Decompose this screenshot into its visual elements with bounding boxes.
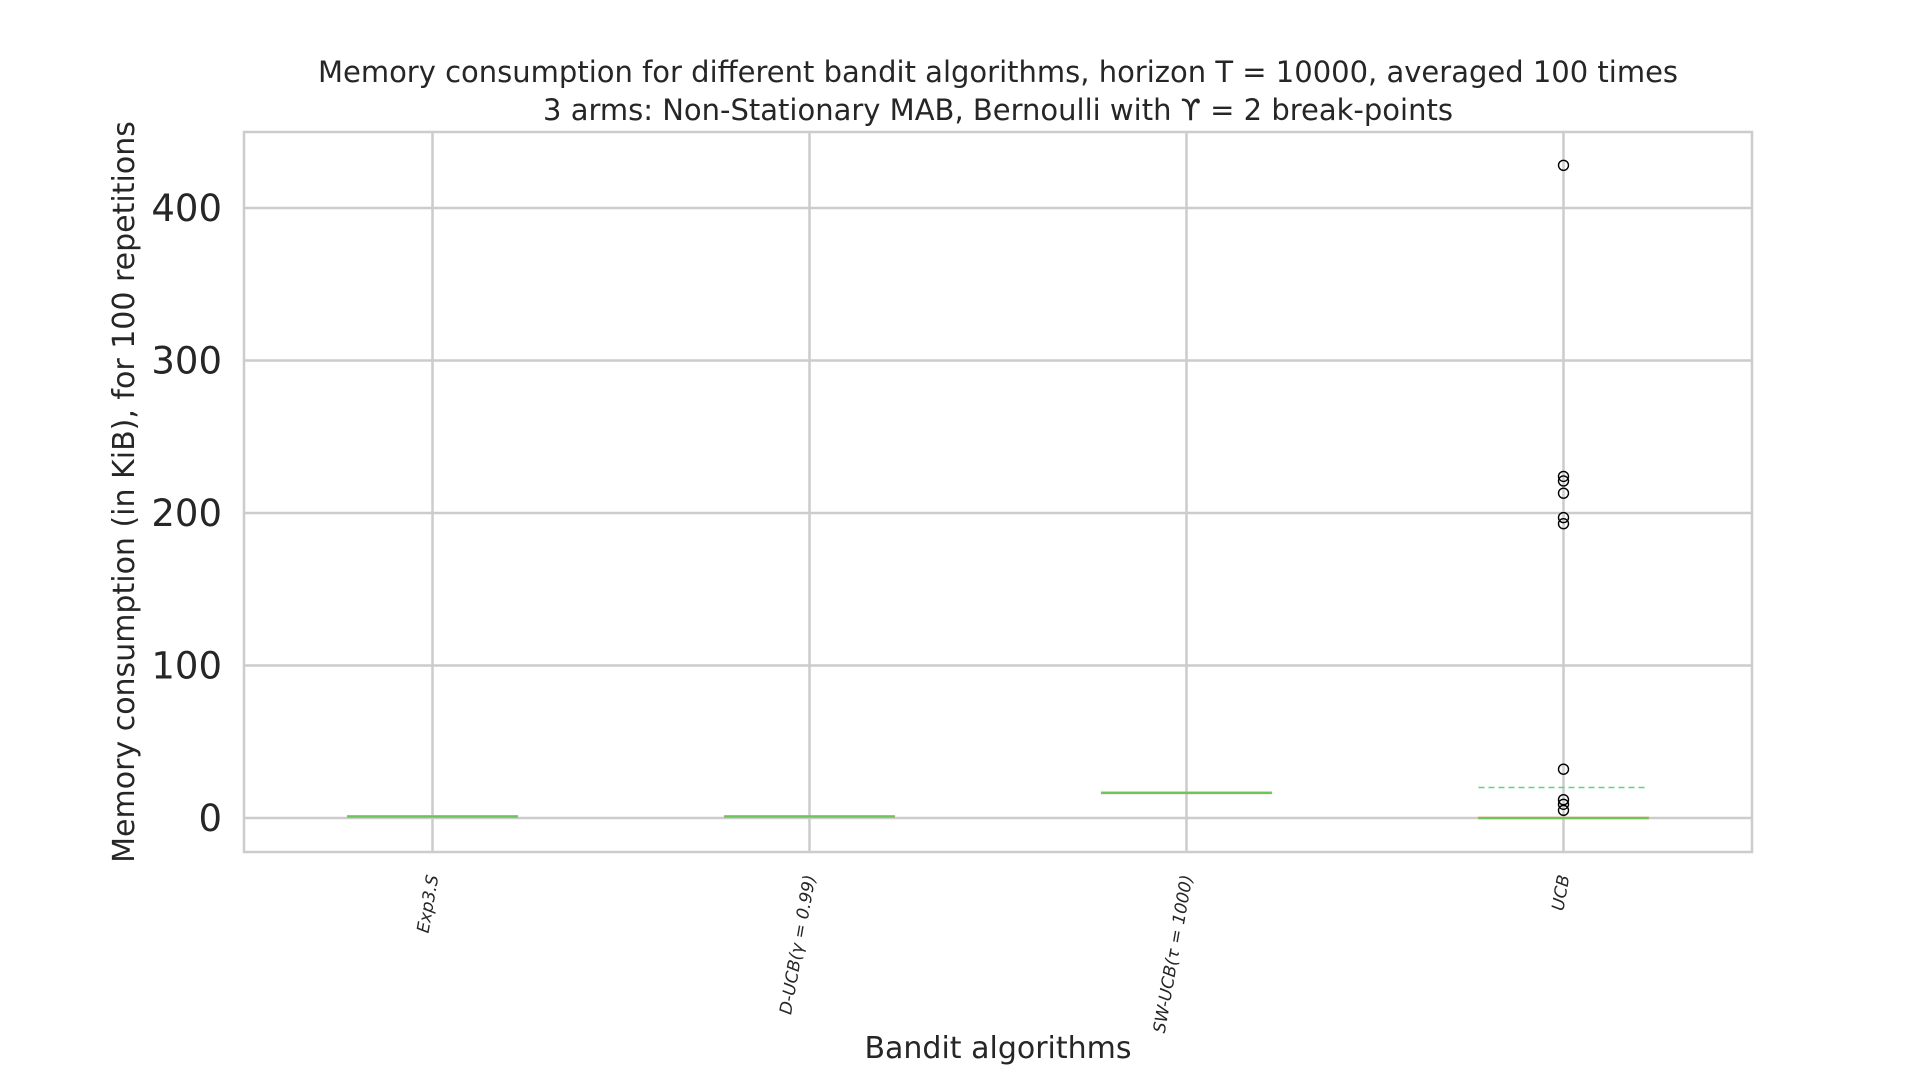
outlier-point (1557, 475, 1570, 487)
outlier-point (1557, 763, 1570, 775)
y-tick-labels: 0 100 200 300 400 (151, 187, 222, 840)
x-tick-labels: Exp3.S D-UCB(γ = 0.99) SW-UCB(τ = 1000) UCB (414, 873, 1575, 1034)
x-tick-label: Exp3.S (414, 873, 444, 934)
x-axis-label: Bandit algorithms (864, 1031, 1131, 1066)
outlier-point (1557, 804, 1570, 817)
marks-layer (346, 159, 1650, 820)
outlier-point (1557, 511, 1570, 524)
outlier-point (1557, 470, 1570, 483)
y-tick-label: 0 (198, 797, 222, 840)
y-axis-label: Memory consumption (in KiB), for 100 rep… (107, 121, 142, 863)
y-tick-label: 100 (151, 645, 222, 688)
y-tick-label: 300 (151, 340, 222, 383)
outlier-point (1557, 517, 1570, 530)
plot-frame (242, 130, 1754, 854)
x-tick-label: SW-UCB(τ = 1000) (1150, 873, 1198, 1034)
y-tick-label: 200 (151, 492, 222, 535)
outlier-point (1557, 159, 1570, 172)
y-tick-label: 400 (151, 187, 222, 230)
chart-title-line1: Memory consumption for different bandit … (318, 55, 1678, 89)
x-tick-label: D-UCB(γ = 0.99) (776, 873, 820, 1016)
grid-layer (244, 132, 1752, 852)
outlier-point (1557, 487, 1570, 499)
x-tick-label: UCB (1548, 873, 1574, 912)
chart-title-line2: 3 arms: Non-Stationary MAB, Bernoulli wi… (543, 93, 1453, 127)
outlier-point (1557, 798, 1570, 810)
